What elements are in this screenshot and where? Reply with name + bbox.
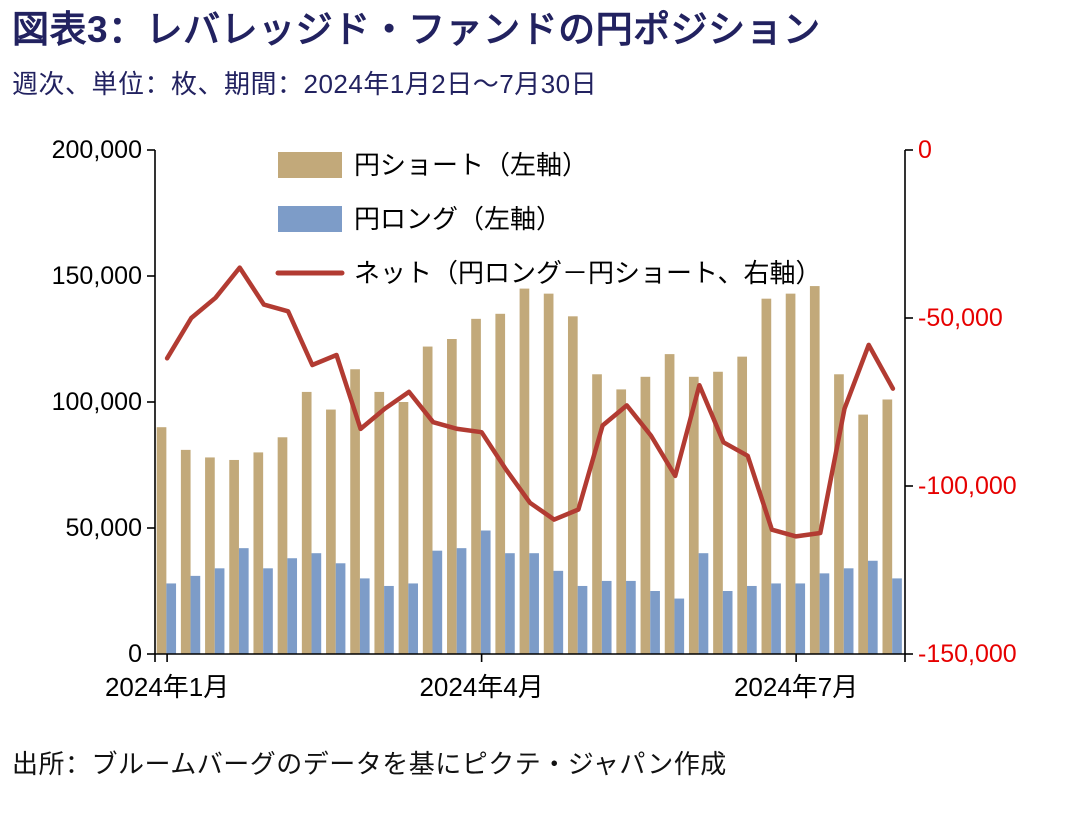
- x-axis-tick-label: 2024年4月: [419, 672, 543, 702]
- short-bar: [592, 374, 602, 655]
- long-bar: [819, 573, 830, 655]
- long-bar: [505, 553, 515, 655]
- net-line: [164, 265, 896, 540]
- long-bar: [311, 553, 322, 655]
- long-bar: [480, 530, 491, 655]
- short-bar: [301, 392, 312, 655]
- short-bar: [858, 414, 868, 655]
- long-bar: [674, 598, 685, 655]
- right-axis-tick-label: -100,000: [918, 472, 1017, 500]
- short-bar: [834, 374, 844, 655]
- right-axis-tick-label: -150,000: [918, 640, 1017, 668]
- short-bar: [882, 399, 893, 655]
- short-bar: [713, 372, 723, 655]
- short-bar: [664, 354, 675, 655]
- short-bar: [350, 369, 360, 655]
- short-bar: [543, 294, 554, 655]
- long-bar: [359, 578, 370, 655]
- long-bar: [650, 591, 660, 655]
- short-bar: [471, 319, 481, 655]
- long-bar: [722, 591, 733, 655]
- legend-label: 円ロング（左軸）: [354, 204, 562, 234]
- chart-area: 0 50,000 100,000 150,000 200,000 0 -50,000 -100…: [0, 107, 1067, 742]
- short-bar: [495, 314, 506, 655]
- short-bar: [519, 288, 530, 655]
- short-bar: [422, 346, 433, 655]
- chart-title: 図表3：レバレッジド・ファンドの円ポジション: [12, 9, 821, 50]
- x-axis-tick-label: 2024年7月: [734, 672, 858, 702]
- long-bar: [287, 558, 298, 655]
- short-bar: [616, 389, 627, 655]
- long-bar: [577, 586, 588, 655]
- short-bar: [156, 427, 167, 655]
- long-bar: [553, 571, 564, 655]
- left-axis-tick-label: 200,000: [52, 136, 142, 164]
- short-bar: [277, 437, 288, 655]
- right-axis-tick-label: -50,000: [918, 304, 1003, 332]
- short-bar: [688, 377, 699, 655]
- right-axis-tick-label: 0: [918, 136, 932, 164]
- short-bar: [398, 402, 409, 655]
- source-note: 出所：ブルームバーグのデータを基にピクテ・ジャパン作成: [12, 749, 727, 780]
- short-bar: [567, 316, 578, 655]
- short-bar: [785, 294, 796, 655]
- long-bar: [432, 551, 443, 655]
- short-bar: [253, 452, 264, 655]
- short-bar: [640, 377, 651, 655]
- long-bar: [166, 583, 177, 655]
- short-bar: [737, 357, 748, 655]
- long-bar: [867, 561, 878, 655]
- long-bar: [747, 586, 757, 655]
- long-bar: [892, 578, 902, 655]
- long-bar: [456, 548, 467, 655]
- short-bar: [374, 392, 385, 655]
- short-bar: [326, 409, 336, 655]
- short-bar: [809, 286, 820, 655]
- long-bar: [190, 576, 201, 655]
- left-axis-tick-label: 0: [128, 640, 142, 668]
- long-bar: [335, 563, 346, 655]
- long-bar: [843, 568, 854, 655]
- legend-swatch: [278, 206, 342, 233]
- long-bar: [698, 553, 709, 655]
- long-bar: [795, 583, 806, 655]
- short-bar: [205, 457, 215, 655]
- legend-label: 円ショート（左軸）: [354, 150, 588, 180]
- long-bar: [601, 581, 612, 655]
- long-bar: [214, 568, 225, 655]
- short-bar: [447, 339, 457, 655]
- chart-subtitle: 週次、単位：枚、期間：2024年1月2日～7月30日: [12, 69, 598, 100]
- long-bar: [626, 581, 636, 655]
- long-bar: [408, 583, 418, 655]
- long-bar: [263, 568, 273, 655]
- long-bar: [384, 586, 394, 655]
- short-bar: [761, 299, 772, 655]
- left-axis-tick-label: 50,000: [66, 514, 142, 542]
- legend-label: ネット（円ロング－円ショート、右軸）: [354, 258, 821, 288]
- legend-swatch: [278, 152, 342, 179]
- short-bar: [180, 450, 191, 655]
- x-axis-tick-label: 2024年1月: [105, 672, 229, 702]
- long-bar: [529, 553, 539, 655]
- chart-page: 図表3：レバレッジド・ファンドの円ポジション 週次、単位：枚、期間：2024年1…: [0, 8, 1067, 839]
- long-bar: [771, 583, 781, 655]
- left-axis-tick-label: 100,000: [52, 388, 142, 416]
- long-bar: [238, 548, 249, 655]
- yen-position-chart: 0 50,000 100,000 150,000 200,000 0 -50,000 -100…: [52, 136, 1017, 702]
- short-bar: [229, 460, 239, 655]
- left-axis-tick-label: 150,000: [52, 262, 142, 290]
